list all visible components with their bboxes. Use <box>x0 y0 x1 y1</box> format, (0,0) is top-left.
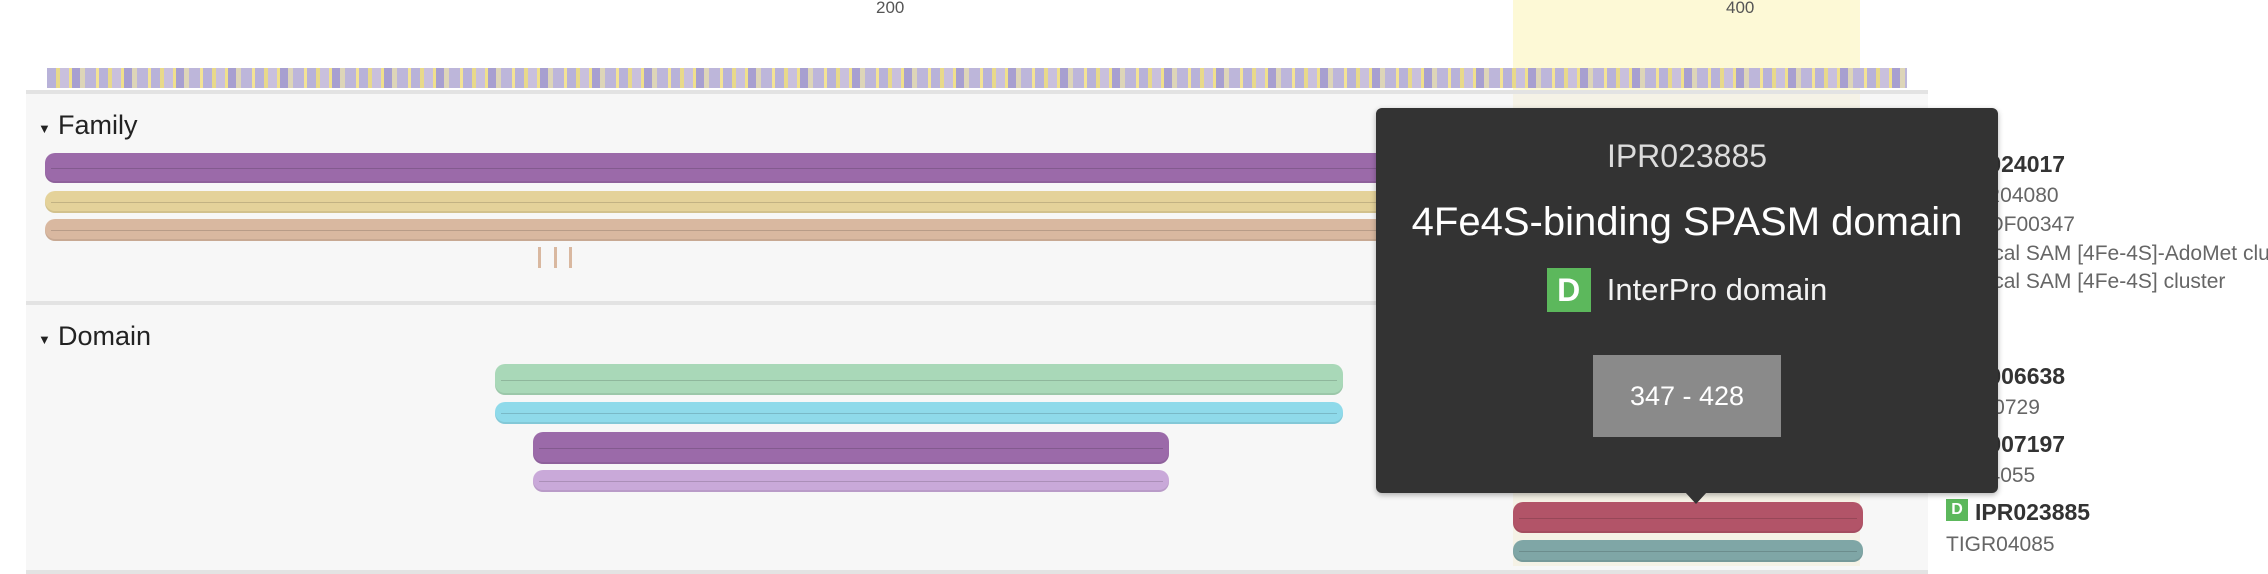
interpro-domain-badge: D <box>1946 499 1968 521</box>
domain-feature-sm00729[interactable] <box>495 402 1343 424</box>
domain-feature-pf04055[interactable] <box>533 470 1169 492</box>
family-collapse-icon[interactable]: ▼ <box>38 121 51 136</box>
domain-section-title[interactable]: Domain <box>58 321 152 351</box>
family-site-mark-3[interactable] <box>569 247 572 268</box>
tooltip-accession: IPR023885 <box>1606 138 1768 174</box>
tooltip-pointer <box>1685 492 1707 504</box>
tooltip-type: InterPro domain <box>1606 272 1828 307</box>
domain-label-ipr023885[interactable]: IPR023885 <box>1975 499 2091 525</box>
domain-feature-ipr007197[interactable] <box>533 432 1169 464</box>
domain-feature-ipr023885[interactable] <box>1513 502 1863 533</box>
family-section-title[interactable]: Family <box>58 110 138 140</box>
tooltip-domain-badge-icon: D <box>1546 268 1591 312</box>
domain-label-tigr04085[interactable]: TIGR04085 <box>1946 533 2055 556</box>
domain-feature-ipr006638[interactable] <box>495 364 1343 395</box>
tooltip-range: 347 - 428 <box>1593 355 1781 437</box>
family-label-adomet-cluster[interactable]: Radical SAM [4Fe-4S]-AdoMet cluster <box>1950 242 2268 265</box>
axis-tick-200: 200 <box>876 0 905 17</box>
family-site-mark-2[interactable] <box>554 247 557 268</box>
tooltip-name: 4Fe4S-binding SPASM domain <box>1411 200 1963 244</box>
axis-tick-400: 400 <box>1726 0 1755 17</box>
family-label-4fe4s-cluster[interactable]: Radical SAM [4Fe-4S] cluster <box>1950 270 2226 293</box>
sequence-track[interactable] <box>47 68 1907 88</box>
feature-tooltip: IPR023885 4Fe4S-binding SPASM domain D I… <box>1376 108 1998 493</box>
domain-feature-tigr04085[interactable] <box>1513 540 1863 562</box>
family-site-mark-1[interactable] <box>538 247 541 268</box>
domain-collapse-icon[interactable]: ▼ <box>38 332 51 347</box>
tooltip-type-row: D InterPro domain <box>1376 268 1998 312</box>
